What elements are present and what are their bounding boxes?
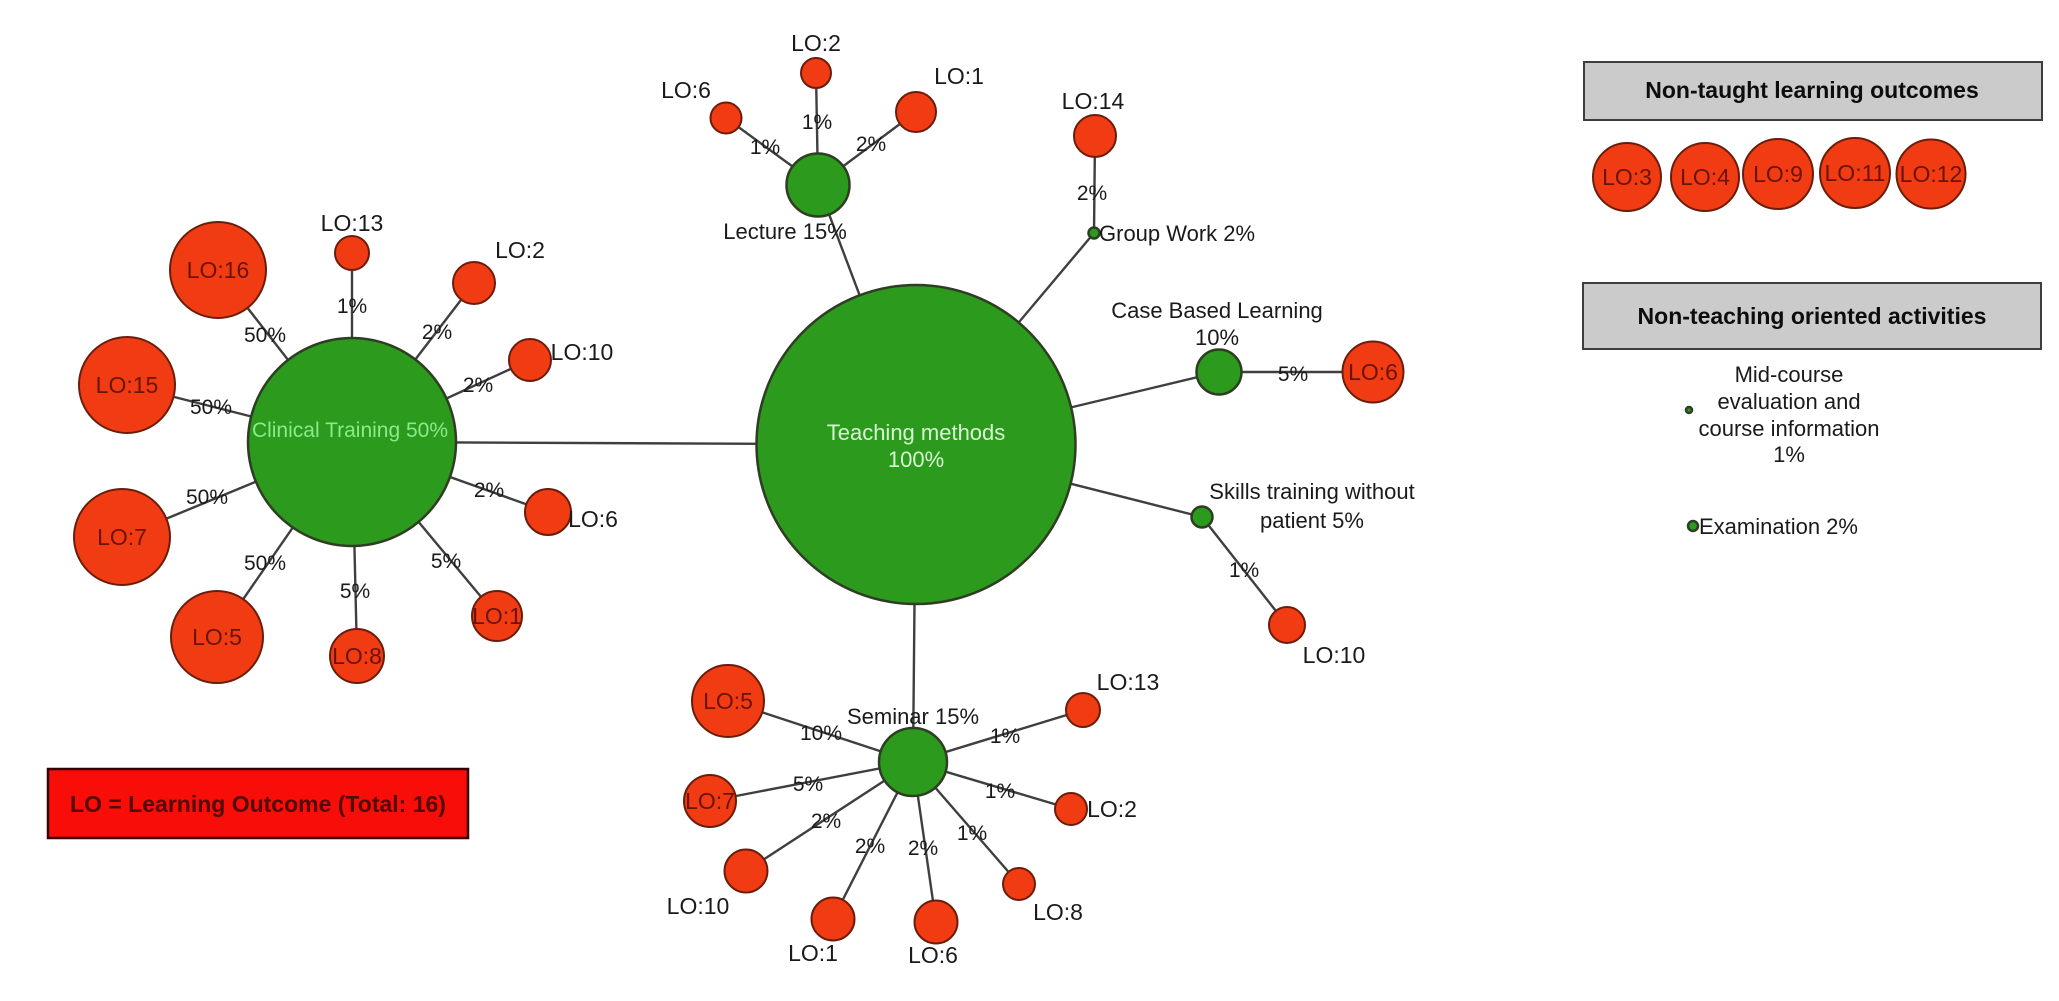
svg-text:LO = Learning Outcome (Total:: LO = Learning Outcome (Total: 16)	[70, 791, 446, 817]
svg-text:5%: 5%	[793, 773, 823, 796]
svg-text:Examination 2%: Examination 2%	[1699, 514, 1858, 539]
svg-text:1%: 1%	[985, 780, 1015, 803]
svg-text:LO:9: LO:9	[1753, 161, 1803, 187]
svg-text:10%: 10%	[800, 722, 842, 745]
svg-text:LO:3: LO:3	[1602, 164, 1652, 190]
svg-text:Mid-course: Mid-course	[1735, 362, 1844, 387]
svg-text:LO:16: LO:16	[187, 257, 250, 283]
svg-text:Case Based Learning: Case Based Learning	[1111, 298, 1323, 323]
svg-text:LO:8: LO:8	[332, 643, 382, 669]
svg-text:1%: 1%	[1229, 559, 1259, 582]
svg-text:evaluation and: evaluation and	[1717, 389, 1860, 414]
svg-text:patient 5%: patient 5%	[1260, 508, 1364, 533]
svg-text:Non-taught learning outcomes: Non-taught learning outcomes	[1645, 77, 1979, 103]
svg-text:2%: 2%	[422, 321, 452, 344]
svg-text:LO:13: LO:13	[321, 210, 384, 236]
svg-text:1%: 1%	[337, 295, 367, 318]
svg-text:2%: 2%	[855, 835, 885, 858]
svg-text:5%: 5%	[340, 580, 370, 603]
svg-text:LO:7: LO:7	[97, 524, 147, 550]
svg-text:2%: 2%	[908, 837, 938, 860]
svg-text:2%: 2%	[463, 374, 493, 397]
svg-text:1%: 1%	[990, 725, 1020, 748]
svg-text:50%: 50%	[186, 486, 228, 509]
svg-text:2%: 2%	[1077, 182, 1107, 205]
svg-text:Non-teaching oriented activiti: Non-teaching oriented activities	[1638, 303, 1987, 329]
svg-text:LO:13: LO:13	[1097, 669, 1160, 695]
svg-text:1%: 1%	[750, 136, 780, 159]
svg-text:LO:4: LO:4	[1680, 164, 1730, 190]
svg-text:LO:6: LO:6	[568, 506, 618, 532]
svg-text:Seminar 15%: Seminar 15%	[847, 704, 979, 729]
svg-text:LO:15: LO:15	[96, 372, 159, 398]
svg-text:50%: 50%	[244, 552, 286, 575]
svg-text:10%: 10%	[1195, 325, 1239, 350]
svg-text:LO:1: LO:1	[934, 63, 984, 89]
svg-text:LO:2: LO:2	[791, 30, 841, 56]
svg-text:5%: 5%	[1278, 363, 1308, 386]
svg-text:100%: 100%	[888, 447, 944, 472]
svg-text:LO:8: LO:8	[1033, 899, 1083, 925]
svg-text:50%: 50%	[244, 324, 286, 347]
svg-text:LO:10: LO:10	[667, 893, 730, 919]
svg-text:1%: 1%	[957, 822, 987, 845]
svg-text:Group Work 2%: Group Work 2%	[1099, 221, 1255, 246]
svg-text:LO:6: LO:6	[661, 77, 711, 103]
svg-text:2%: 2%	[474, 479, 504, 502]
svg-text:LO:14: LO:14	[1062, 88, 1125, 114]
svg-text:LO:1: LO:1	[788, 940, 838, 966]
svg-text:Clinical Training 50%: Clinical Training 50%	[252, 419, 448, 442]
svg-text:LO:5: LO:5	[703, 688, 753, 714]
svg-text:50%: 50%	[190, 396, 232, 419]
svg-text:Lecture 15%: Lecture 15%	[723, 219, 847, 244]
svg-text:Teaching methods: Teaching methods	[827, 420, 1006, 445]
svg-text:LO:2: LO:2	[495, 237, 545, 263]
svg-text:2%: 2%	[811, 810, 841, 833]
svg-text:LO:7: LO:7	[685, 788, 735, 814]
svg-text:5%: 5%	[431, 550, 461, 573]
svg-text:LO:6: LO:6	[1348, 359, 1398, 385]
svg-text:LO:6: LO:6	[908, 942, 958, 968]
svg-text:LO:1: LO:1	[472, 603, 522, 629]
svg-text:2%: 2%	[856, 133, 886, 156]
svg-text:LO:10: LO:10	[1303, 642, 1366, 668]
svg-text:course information: course information	[1699, 416, 1880, 441]
svg-text:LO:11: LO:11	[1825, 160, 1886, 186]
svg-text:Skills training without: Skills training without	[1209, 479, 1414, 504]
svg-text:LO:5: LO:5	[192, 624, 242, 650]
svg-text:LO:12: LO:12	[1900, 161, 1963, 187]
svg-text:1%: 1%	[1773, 442, 1805, 467]
svg-text:LO:10: LO:10	[551, 339, 614, 365]
svg-text:1%: 1%	[802, 111, 832, 134]
svg-text:LO:2: LO:2	[1087, 796, 1137, 822]
